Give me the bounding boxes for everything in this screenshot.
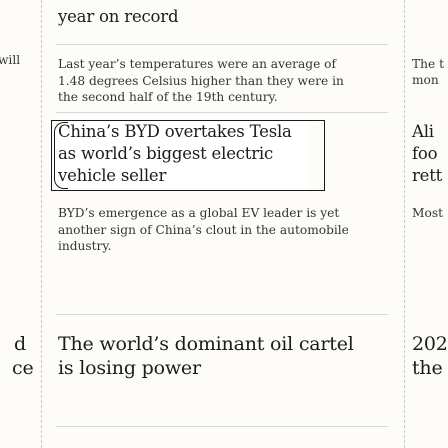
column-divider-right (404, 0, 405, 448)
left-fragment-headline-1: d (14, 333, 26, 355)
right-fragment-summary: Most (412, 206, 443, 220)
right-fragment-headline-1[interactable]: Ali (412, 122, 434, 141)
left-fragment-top: will (0, 53, 21, 67)
article-headline-byd[interactable]: China’s BYD overtakes Tesla as world’s b… (58, 122, 292, 185)
left-fragment-headline-2: ce (12, 357, 34, 379)
main-column: year on record Last year’s temperatures … (42, 0, 402, 448)
article-headline-oil-cartel[interactable]: The world’s dominant oil cartel is losin… (58, 333, 354, 379)
article-headline-top[interactable]: year on record (58, 7, 179, 26)
article-summary-byd: BYD’s emergence as a global EV leader is… (58, 206, 349, 253)
article-summary-temperatures: Last year’s temperatures were an average… (58, 57, 344, 104)
right-column: The t mon Ali foo rett Most 202 the (406, 0, 448, 448)
right-fragment-headline-5[interactable]: the (412, 357, 443, 379)
section-divider (56, 112, 388, 113)
left-column: will d ce (0, 0, 40, 448)
focus-outline-inner (54, 122, 68, 189)
right-fragment-headline-4[interactable]: 202 (412, 333, 448, 355)
right-fragment-line-2: mon (412, 73, 439, 87)
section-divider (56, 314, 388, 315)
right-fragment-headline-2[interactable]: foo (412, 144, 438, 163)
right-fragment-line-1: The t (412, 57, 444, 71)
focus-highlight (54, 122, 308, 189)
section-divider (56, 44, 388, 45)
column-divider-left (41, 0, 42, 448)
right-fragment-headline-3[interactable]: rett (412, 166, 443, 185)
section-divider (56, 426, 388, 427)
focus-outline (51, 120, 325, 191)
